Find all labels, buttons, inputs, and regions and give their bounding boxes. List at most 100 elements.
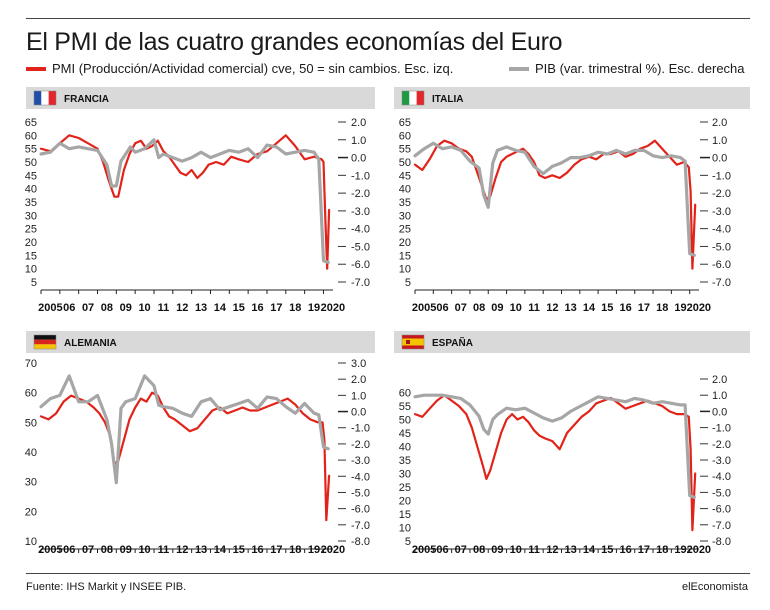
right-tick-label: 2.0 <box>351 117 366 129</box>
x-tick-label: 2020 <box>321 302 345 314</box>
left-tick-label: 50 <box>25 417 37 429</box>
x-tick-label: 10 <box>138 544 150 556</box>
left-tick-label: 10 <box>25 536 37 548</box>
left-tick-label: 65 <box>25 117 37 129</box>
panel-germany: ALEMANIA 70 60 50 40 30 20 10 3.0 2.0 1.0 0.0 -1.0 -2… <box>25 331 375 556</box>
left-tick-label: 55 <box>25 144 37 156</box>
right-tick-label: 1.0 <box>712 135 727 147</box>
x-tick-label: 07 <box>82 302 94 314</box>
flag-border <box>33 90 57 106</box>
panel-header <box>26 331 375 353</box>
right-tick-label: -2.0 <box>351 439 370 451</box>
flag-stripe-white <box>409 91 417 105</box>
left-tick-label: 55 <box>399 401 411 413</box>
x-tick-label: 07 <box>455 544 467 556</box>
right-tick-label: -8.0 <box>712 536 731 548</box>
x-tick-label: 17 <box>638 544 650 556</box>
right-tick-label: -7.0 <box>712 520 731 532</box>
gdp-line <box>39 374 330 485</box>
right-tick-label: 2.0 <box>712 117 727 129</box>
right-tick-label: -5.0 <box>351 487 370 499</box>
right-tick-label: -4.0 <box>712 471 731 483</box>
flag-stripe-white <box>41 91 49 105</box>
right-tick-label: -1.0 <box>712 423 731 435</box>
x-tick-label: 14 <box>214 302 227 314</box>
x-tick-label: 08 <box>101 302 113 314</box>
x-tick-label: 08 <box>473 544 485 556</box>
flag-stripe-red <box>48 91 56 105</box>
legend-gdp-swatch <box>509 66 529 71</box>
left-tick-label: 40 <box>399 184 411 196</box>
panel-header <box>394 87 750 109</box>
right-tick-label: -2.0 <box>712 188 731 200</box>
left-tick-label: 40 <box>399 442 411 454</box>
right-tick-label: 2.0 <box>712 374 727 386</box>
x-tick-label: 18 <box>289 302 301 314</box>
flag-stripe-blue <box>34 91 42 105</box>
right-tick-label: -3.0 <box>351 206 370 218</box>
flag-stripe-red <box>416 91 424 105</box>
x-tick-label: 07 <box>82 544 94 556</box>
x-tick-label: 09 <box>491 302 503 314</box>
left-tick-label: 35 <box>25 197 37 209</box>
x-tick-label: 11 <box>158 302 170 314</box>
right-tick-label: 0.0 <box>351 407 366 419</box>
chart-title: El PMI de las cuatro grandes economías d… <box>26 28 563 56</box>
x-tick-label: 15 <box>233 544 245 556</box>
right-tick-label: 1.0 <box>712 390 727 402</box>
right-tick-label: -6.0 <box>351 259 370 271</box>
left-tick-label: 5 <box>405 536 411 548</box>
x-tick-label: 16 <box>619 544 631 556</box>
x-tick-label: 07 <box>455 302 467 314</box>
gdp-line <box>413 393 696 499</box>
right-tick-label: -1.0 <box>351 170 370 182</box>
legend-pmi-swatch <box>26 66 46 71</box>
x-tick-label: 13 <box>565 544 577 556</box>
x-tick-label: 15 <box>601 544 613 556</box>
panel-header <box>394 331 750 353</box>
right-tick-label: -7.0 <box>351 277 370 289</box>
legend-gdp: PIB (var. trimestral %). Esc. derecha <box>509 61 745 76</box>
flag-emblem <box>406 340 410 344</box>
x-tick-label: 12 <box>176 544 188 556</box>
x-tick-label: 2020 <box>321 544 345 556</box>
right-tick-label: -7.0 <box>712 277 731 289</box>
x-tick-label: 2020 <box>687 544 711 556</box>
pmi-line <box>39 134 331 270</box>
left-tick-label: 40 <box>25 447 37 459</box>
x-tick-label: 17 <box>638 302 650 314</box>
legend-pmi-label: PMI (Producción/Actividad comercial) cve… <box>52 61 454 76</box>
x-tick-label: 16 <box>619 302 631 314</box>
x-tick-label: 09 <box>491 544 503 556</box>
left-tick-label: 15 <box>399 509 411 521</box>
panel-spain: ESPAÑA605550454035302520151052.01.00.0-1… <box>394 331 750 556</box>
flag-stripe-gold <box>34 344 56 349</box>
left-tick-label: 50 <box>399 415 411 427</box>
x-tick-label: 2005 <box>412 544 436 556</box>
panel-italy: ITALIA65605550454035302520151052.01.00.0… <box>394 87 750 314</box>
left-tick-label: 10 <box>25 264 37 276</box>
left-tick-label: 45 <box>399 428 411 440</box>
right-tick-label: -4.0 <box>351 224 370 236</box>
left-tick-label: 65 <box>399 117 411 129</box>
legend-pmi: PMI (Producción/Actividad comercial) cve… <box>26 61 453 76</box>
x-tick-label: 06 <box>63 544 75 556</box>
panel-title: ESPAÑA <box>432 336 473 349</box>
x-tick-label: 06 <box>63 302 75 314</box>
left-tick-label: 60 <box>25 130 37 142</box>
panel-title: ALEMANIA <box>64 338 117 349</box>
x-tick-label: 15 <box>233 302 245 314</box>
source-note: Fuente: IHS Markit y INSEE PIB. <box>26 581 187 593</box>
flag-stripe-green <box>402 91 410 105</box>
flag-stripe-red <box>402 345 424 349</box>
x-tick-label: 2005 <box>38 302 62 314</box>
left-tick-label: 30 <box>399 469 411 481</box>
x-tick-label: 17 <box>270 302 282 314</box>
right-tick-label: -6.0 <box>712 504 731 516</box>
x-tick-label: 14 <box>583 302 596 314</box>
left-tick-label: 25 <box>399 482 411 494</box>
x-tick-label: 19 <box>674 302 686 314</box>
right-tick-label: 2.0 <box>351 374 366 386</box>
left-tick-label: 50 <box>399 157 411 169</box>
